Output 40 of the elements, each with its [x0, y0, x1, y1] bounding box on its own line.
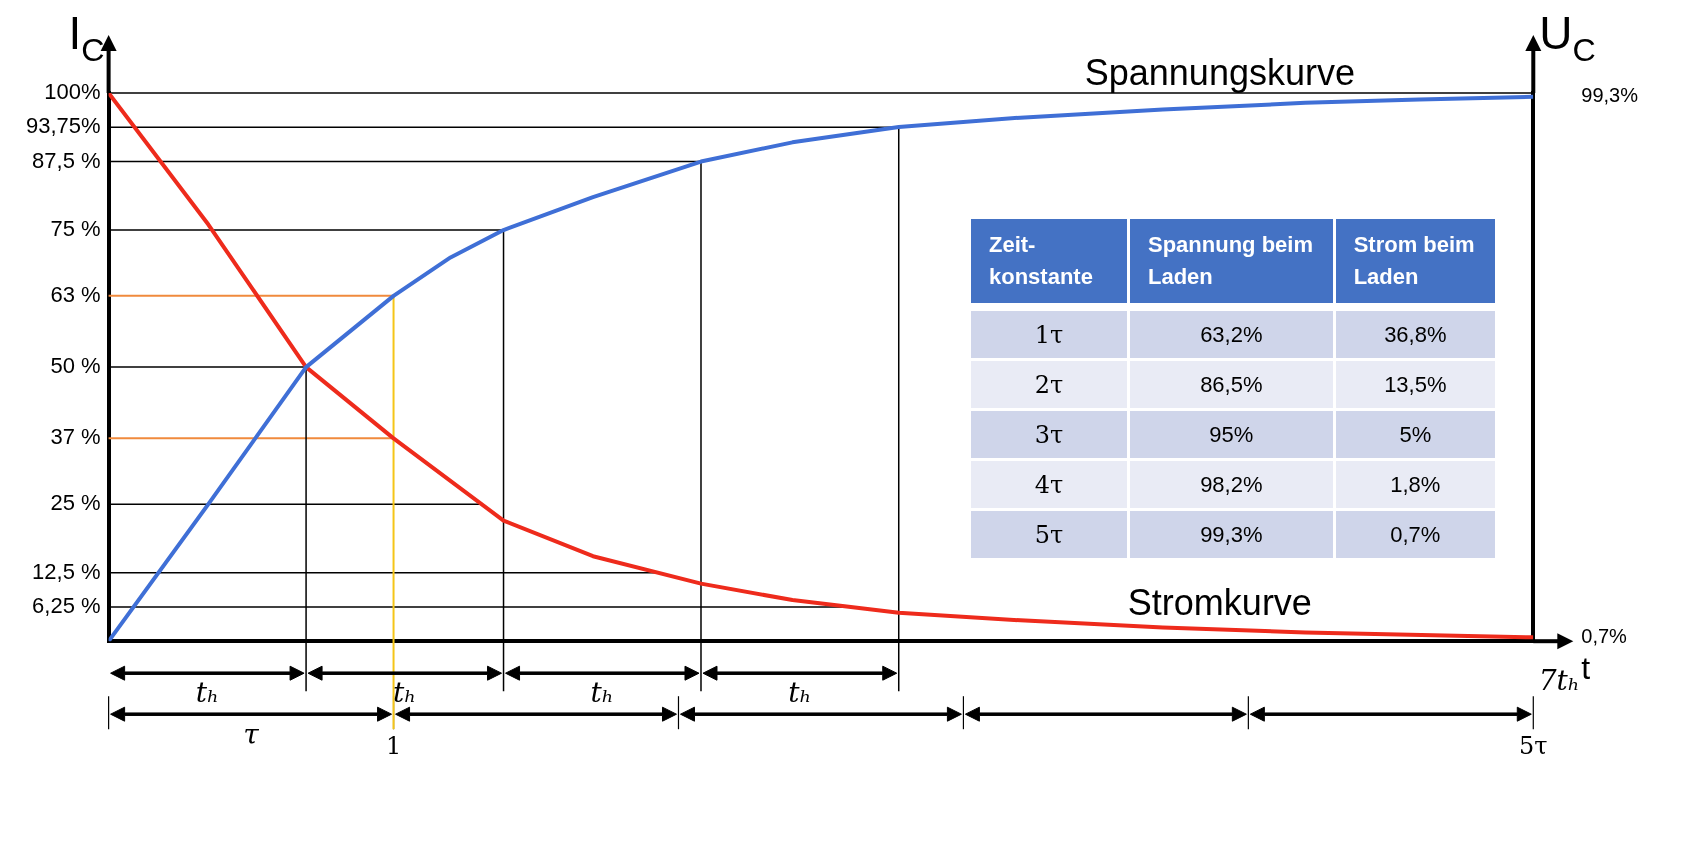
y-tick-label: 3τ — [971, 411, 1127, 458]
y-tick-label: 93,75% — [25, 113, 101, 139]
data-label: 99,3% — [1130, 511, 1333, 558]
text: tₕ — [393, 676, 417, 710]
text: τ — [243, 718, 260, 752]
y-axis-title: Zeit-konstante — [971, 219, 1127, 303]
y-tick-label: 37 % — [50, 424, 101, 450]
data-label: 63,2% — [1130, 311, 1333, 358]
y-tick-label: 63 % — [50, 281, 101, 307]
data-label: 0,7% — [1335, 511, 1495, 558]
x-tick-label: Spannung beim Laden — [1130, 219, 1333, 303]
y-tick-label: 2τ — [971, 361, 1127, 408]
y-tick-label: 50 % — [50, 353, 101, 379]
y-tick-label: 1τ — [971, 311, 1127, 358]
y-tick-label: 4τ — [971, 461, 1127, 508]
data-label: 98,2% — [1130, 461, 1333, 508]
y-tick-label: 12,5 % — [32, 558, 101, 584]
y-tick-label: 5τ — [971, 511, 1127, 558]
y-tick-label: 25 % — [50, 490, 101, 516]
y-tick-label: 87,5 % — [32, 147, 101, 173]
y2-tick-label: 0,7% — [1581, 624, 1628, 647]
text: 7tₕ — [1538, 664, 1580, 698]
y-tick-label: 100% — [44, 79, 101, 105]
data-label: 36,8% — [1335, 311, 1495, 358]
x-tick-label: Strom beim Laden — [1335, 219, 1495, 303]
text: tₕ — [590, 676, 614, 710]
text: tₕ — [788, 676, 812, 710]
x-axis-title: t — [1581, 650, 1591, 687]
data-label: 5% — [1335, 411, 1495, 458]
y2-tick-label: 99,3% — [1581, 84, 1639, 107]
data-label: 95% — [1130, 411, 1333, 458]
series-label: Spannungskurve — [1084, 52, 1355, 93]
text: tₕ — [195, 676, 220, 710]
data-label: 86,5% — [1130, 361, 1333, 408]
y-tick-label: 75 % — [50, 216, 101, 242]
series-label: Stromkurve — [1127, 582, 1312, 624]
x-tick-label: 1 — [385, 731, 402, 760]
data-label: 13,5% — [1335, 361, 1495, 408]
y-tick-label: 6,25 % — [32, 593, 101, 618]
data-label: 1,8% — [1335, 461, 1495, 508]
